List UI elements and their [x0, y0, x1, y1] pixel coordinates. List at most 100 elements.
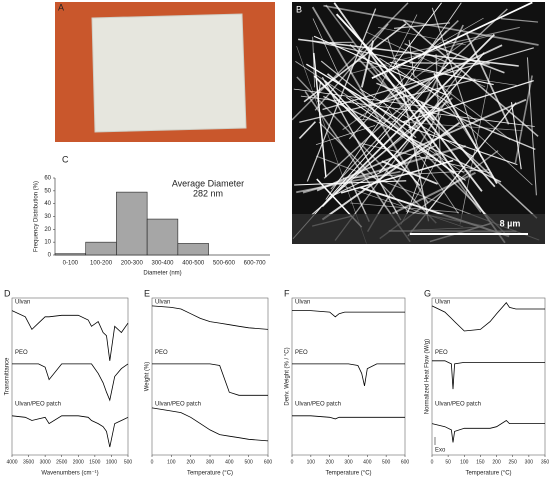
fiber — [342, 169, 490, 179]
fiber — [292, 61, 450, 240]
fiber — [354, 118, 523, 131]
panel-label: C — [62, 154, 69, 164]
y-axis-label: Transmittance — [5, 357, 11, 395]
fiber — [312, 36, 316, 88]
fiber — [316, 98, 527, 192]
fiber — [371, 1, 533, 79]
fiber — [291, 2, 409, 121]
x-tick-label: 300 — [206, 459, 215, 465]
fiber — [378, 52, 485, 173]
fiber — [433, 73, 498, 184]
x-tick-label: 3500 — [23, 459, 34, 465]
series-line — [12, 363, 129, 402]
fiber — [362, 14, 418, 121]
y-tick-label: 60 — [44, 176, 51, 182]
bar — [177, 243, 209, 256]
x-tick-label: 200 — [325, 459, 334, 465]
fiber — [359, 88, 474, 157]
y-axis-label: Weight (%) — [145, 362, 151, 392]
fiber — [317, 81, 322, 102]
series-label: PEO — [435, 350, 448, 356]
fiber — [404, 43, 450, 65]
series-line — [431, 419, 545, 443]
series-label: PEO — [155, 350, 168, 356]
fiber — [514, 75, 533, 164]
fiber — [526, 57, 537, 196]
fiber — [296, 76, 437, 224]
x-tick-label: 300 — [525, 459, 534, 465]
fiber — [299, 78, 476, 123]
x-axis-label: Temperature (°C) — [325, 471, 371, 477]
x-tick-label: 0 — [431, 459, 434, 465]
fiber — [400, 157, 439, 226]
x-tick-label: 4000 — [6, 459, 17, 465]
x-tick-label: 250 — [509, 459, 518, 465]
x-tick-label: 400 — [225, 459, 234, 465]
series-label: Ulvan — [15, 300, 30, 306]
series-label: Ulvan/PEO patch — [295, 402, 341, 408]
x-axis-label: Temperature (°C) — [187, 471, 233, 477]
fiber — [390, 61, 494, 86]
fiber — [325, 4, 482, 213]
patch-photo — [91, 13, 247, 133]
x-tick-label: 0 — [291, 459, 294, 465]
x-tick-label: 500 — [124, 459, 133, 465]
annotation: Average Diameter — [172, 178, 244, 188]
x-tick-label: 400 — [363, 459, 372, 465]
x-axis-label: Temperature (°C) — [465, 471, 511, 477]
series-line — [292, 415, 405, 420]
fiber — [407, 102, 517, 237]
fiber — [435, 45, 505, 74]
panel-label: G — [424, 288, 431, 298]
fiber — [409, 62, 490, 65]
fiber — [306, 63, 418, 132]
x-tick-label: 200-300 — [121, 261, 144, 267]
x-tick-label: 300 — [344, 459, 353, 465]
panel-label: F — [284, 288, 290, 298]
fiber — [324, 80, 421, 187]
y-axis-label: Deriv. Weight (% / °C) — [285, 347, 291, 405]
fiber — [379, 57, 478, 122]
series-line — [292, 363, 405, 386]
fiber — [410, 24, 464, 132]
fiber — [361, 143, 493, 174]
series-label: Ulvan/PEO patch — [15, 402, 61, 408]
fiber — [321, 76, 402, 221]
x-tick-label: 500 — [244, 459, 253, 465]
x-tick-label: 500 — [382, 459, 391, 465]
x-tick-label: 400-500 — [182, 261, 205, 267]
x-tick-label: 600-700 — [244, 261, 267, 267]
series-line — [431, 302, 545, 332]
scale-bar-label: 8 µm — [500, 218, 521, 228]
series-line — [151, 407, 269, 442]
x-tick-label: 200 — [492, 459, 501, 465]
fiber — [420, 101, 496, 188]
y-tick-label: 20 — [44, 227, 51, 233]
fiber — [387, 37, 412, 109]
x-tick-label: 100-200 — [90, 261, 113, 267]
fiber — [365, 31, 486, 88]
panel-label: B — [296, 4, 302, 14]
series-label: Ulvan/PEO patch — [435, 402, 481, 408]
fiber — [326, 73, 455, 175]
fiber — [391, 171, 476, 215]
fiber — [315, 125, 376, 146]
bar — [116, 191, 148, 256]
fiber — [313, 52, 327, 178]
x-tick-label: 100 — [307, 459, 316, 465]
x-tick-label: 2500 — [56, 459, 67, 465]
x-tick-label: 100 — [167, 459, 176, 465]
fiber — [318, 121, 409, 212]
fiber — [438, 83, 511, 141]
x-tick-label: 600 — [264, 459, 273, 465]
x-tick-label: 500-600 — [213, 261, 236, 267]
x-tick-label: 150 — [476, 459, 485, 465]
fiber — [459, 69, 492, 225]
fiber — [294, 180, 407, 186]
series-line — [11, 310, 129, 361]
fiber — [321, 33, 495, 208]
fiber — [500, 18, 539, 23]
x-tick-label: 0-100 — [63, 261, 79, 267]
fiber — [466, 33, 510, 125]
